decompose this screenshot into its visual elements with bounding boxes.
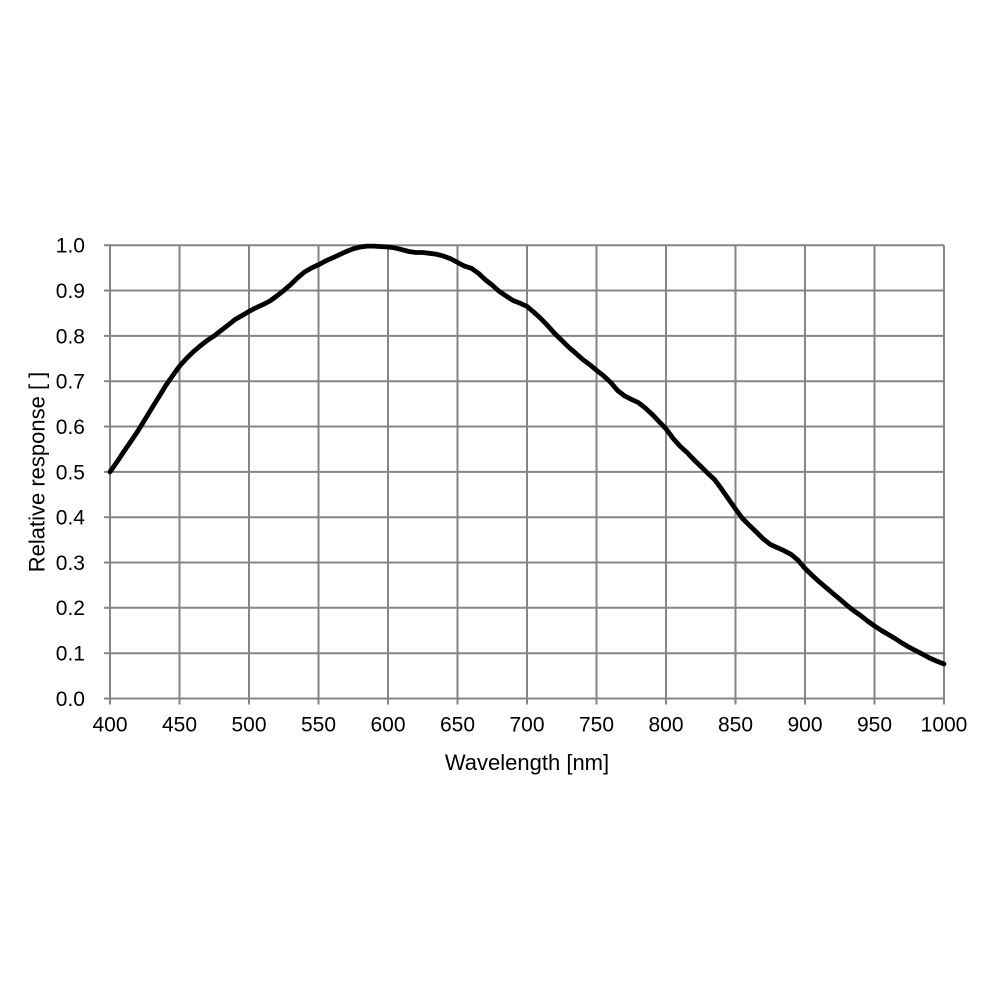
svg-text:850: 850 xyxy=(718,714,753,737)
svg-text:0.8: 0.8 xyxy=(56,325,85,348)
svg-text:0.1: 0.1 xyxy=(56,643,85,666)
svg-text:0.0: 0.0 xyxy=(56,688,85,711)
svg-text:0.4: 0.4 xyxy=(56,507,86,530)
svg-text:0.3: 0.3 xyxy=(56,552,85,575)
svg-text:0.7: 0.7 xyxy=(56,371,85,394)
svg-text:700: 700 xyxy=(509,714,544,737)
svg-text:750: 750 xyxy=(579,714,614,737)
svg-text:950: 950 xyxy=(857,714,892,737)
svg-text:600: 600 xyxy=(370,714,405,737)
svg-text:650: 650 xyxy=(440,714,475,737)
svg-text:400: 400 xyxy=(92,714,127,737)
svg-text:500: 500 xyxy=(231,714,266,737)
svg-text:Wavelength [nm]: Wavelength [nm] xyxy=(445,750,609,775)
svg-text:550: 550 xyxy=(301,714,336,737)
svg-text:0.5: 0.5 xyxy=(56,461,85,484)
svg-text:450: 450 xyxy=(162,714,197,737)
svg-text:900: 900 xyxy=(787,714,822,737)
svg-text:0.2: 0.2 xyxy=(56,597,85,620)
svg-text:Relative response [ ]: Relative response [ ] xyxy=(25,372,50,573)
svg-text:0.6: 0.6 xyxy=(56,416,85,439)
svg-text:1000: 1000 xyxy=(921,714,968,737)
svg-text:800: 800 xyxy=(648,714,683,737)
svg-text:0.9: 0.9 xyxy=(56,280,85,303)
svg-text:1.0: 1.0 xyxy=(56,235,85,258)
